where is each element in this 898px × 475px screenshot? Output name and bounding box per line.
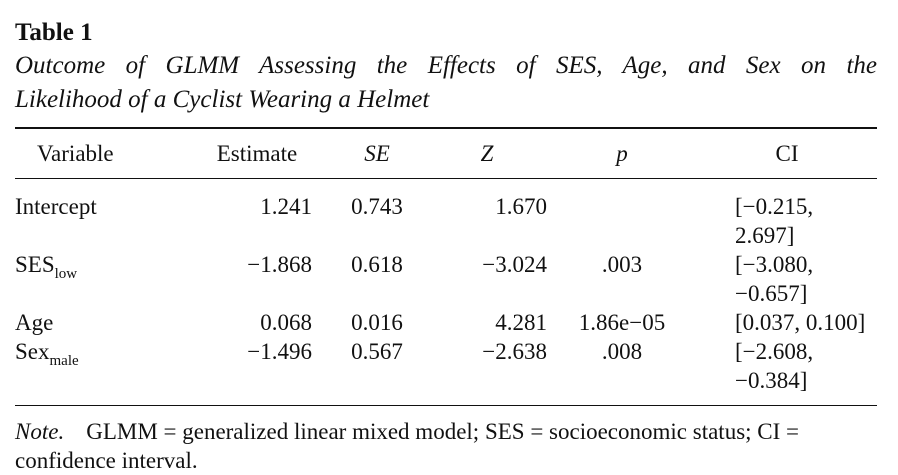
- cell-ci: [−3.080, −0.657]: [735, 252, 814, 306]
- cell-p: .008: [601, 339, 643, 364]
- top-rule: [15, 127, 877, 129]
- cell-estimate: −1.496: [247, 339, 312, 364]
- cell-p: 1.86e−05: [578, 310, 666, 335]
- header-se: SE: [364, 141, 390, 166]
- table-caption-line-2: Likelihood of a Cyclist Wearing a Helmet: [15, 86, 430, 113]
- table-note: Note. GLMM = generalized linear mixed mod…: [15, 417, 877, 475]
- table-row: Sexmale −1.496 0.567 −2.638 .008 [−2.608…: [15, 337, 877, 405]
- note-text-continued: confidence interval.: [15, 448, 198, 473]
- table-row: SESlow −1.868 0.618 −3.024 .003 [−3.080,…: [15, 250, 877, 308]
- cell-se: 0.016: [351, 310, 403, 335]
- cell-z: 4.281: [495, 310, 547, 335]
- cell-ci: [−2.608, −0.384]: [735, 339, 814, 393]
- table-row: Age 0.068 0.016 4.281 1.86e−05 [0.037, 0…: [15, 308, 877, 337]
- bottom-rule: [15, 405, 877, 406]
- table-row: Intercept 1.241 0.743 1.670 [−0.215, 2.6…: [15, 179, 877, 250]
- results-table: Variable Estimate SE Z p CI Intercept 1.…: [15, 129, 877, 405]
- table-caption: Outcome of GLMM Assessing the Effects of…: [15, 49, 877, 117]
- cell-variable: Age: [15, 310, 54, 335]
- table-figure: Table 1 Outcome of GLMM Assessing the Ef…: [15, 18, 877, 475]
- cell-z: −2.638: [482, 339, 547, 364]
- cell-ci: [0.037, 0.100]: [735, 310, 866, 335]
- cell-estimate: 1.241: [260, 194, 312, 219]
- cell-z: −3.024: [482, 252, 547, 277]
- header-rule: [15, 178, 877, 179]
- header-variable: Variable: [37, 141, 114, 166]
- cell-p: .003: [601, 252, 643, 277]
- cell-estimate: 0.068: [260, 310, 312, 335]
- cell-variable: Sexmale: [15, 339, 79, 369]
- cell-se: 0.567: [351, 339, 403, 364]
- note-text: GLMM = generalized linear mixed model; S…: [86, 419, 800, 444]
- header-estimate: Estimate: [216, 141, 298, 166]
- table-label: Table 1: [15, 19, 93, 46]
- cell-se: 0.743: [351, 194, 403, 219]
- cell-se: 0.618: [351, 252, 403, 277]
- table-caption-line-1: Outcome of GLMM Assessing the Effects of…: [15, 52, 877, 79]
- cell-p: [547, 179, 697, 250]
- note-label: Note.: [15, 419, 65, 444]
- cell-ci: [−0.215, 2.697]: [735, 194, 814, 248]
- cell-estimate: −1.868: [247, 252, 312, 277]
- cell-variable: Intercept: [15, 194, 97, 219]
- header-row: Variable Estimate SE Z p CI: [15, 129, 877, 178]
- header-p: p: [616, 141, 628, 166]
- header-ci: CI: [775, 141, 799, 166]
- cell-z: 1.670: [495, 194, 547, 219]
- cell-variable: SESlow: [15, 252, 78, 282]
- header-z: Z: [480, 141, 494, 166]
